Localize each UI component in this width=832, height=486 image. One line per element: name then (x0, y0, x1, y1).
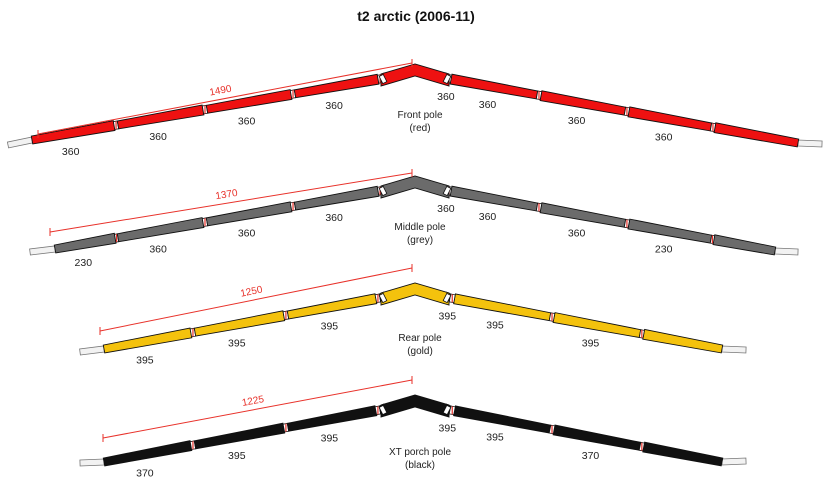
pole-section (453, 405, 552, 434)
pole-0: 360 360 360 360 360 360 360 360 Front pole (red) 1… (6, 59, 823, 158)
pole-section (205, 89, 293, 114)
pole-color-label: (red) (409, 123, 430, 134)
apex-hub (380, 282, 450, 306)
section-length-label: 360 (149, 131, 167, 143)
pole-tip (721, 457, 747, 466)
span-dimension-line (49, 172, 413, 233)
section-length-label: 395 (582, 337, 600, 349)
section-length-label: 360 (479, 99, 497, 111)
pole-section (713, 122, 800, 148)
joint-ferrule (442, 404, 452, 416)
pole-section (453, 293, 552, 322)
section-length-label: 395 (321, 433, 339, 445)
diagram-title: t2 arctic (2006-11) (357, 8, 475, 24)
joint-ferrule (378, 73, 388, 85)
section-length-label: 395 (439, 422, 457, 434)
section-length-label: 395 (486, 432, 504, 444)
section-length-label: 360 (238, 228, 256, 240)
section-length-label: 395 (486, 319, 504, 331)
pole-section (627, 106, 713, 132)
joint-ferrule (378, 292, 388, 304)
section-length-label: 395 (228, 450, 246, 462)
pole-tip (774, 247, 799, 256)
pole-tip (79, 345, 105, 356)
apex-hub (380, 394, 450, 418)
pole-section (712, 234, 777, 256)
pole-section (102, 327, 193, 354)
pole-name-label: Middle pole (394, 222, 446, 233)
pole-section (193, 310, 286, 337)
pole-name-label: XT porch pole (389, 447, 452, 458)
pole-1: 230 360 360 360 360 360 360 230 Middle pole (grey… (29, 169, 799, 269)
pole-section (552, 424, 642, 451)
apex-hub (380, 175, 450, 199)
pole-section (293, 73, 380, 99)
section-length-label: 360 (238, 115, 256, 127)
section-length-label: 360 (655, 131, 673, 143)
pole-name-label: Rear pole (398, 333, 442, 344)
section-length-label: 360 (568, 227, 586, 239)
span-dimension-line (37, 62, 413, 135)
section-length-label: 360 (437, 91, 455, 103)
pole-section (552, 312, 642, 339)
pole-3: 370 395 395 395 395 370 XT porch pole (black) 12… (79, 376, 747, 479)
section-length-label: 360 (149, 244, 167, 256)
span-dimension-line (99, 267, 413, 332)
section-length-label: 230 (655, 243, 673, 255)
joint-ferrule (378, 404, 388, 416)
section-length-label: 360 (568, 115, 586, 127)
span-dimension-label: 1370 (215, 188, 239, 203)
section-length-label: 395 (439, 310, 457, 322)
joint-ferrule (442, 292, 452, 304)
pole-section (286, 405, 378, 432)
pole-section (642, 441, 724, 467)
section-length-label: 395 (136, 354, 154, 366)
pole-tip (29, 245, 56, 256)
pole-section (116, 217, 205, 243)
pole-2: 395 395 395 395 395 395 Rear pole (gold) 1250 (79, 264, 747, 366)
pole-section (449, 185, 539, 212)
section-length-label: 395 (228, 337, 246, 349)
section-length-label: 395 (321, 320, 339, 332)
span-dimension-label: 1225 (241, 394, 265, 409)
pole-tip (721, 345, 747, 354)
span-dimension-label: 1250 (240, 284, 264, 299)
span-dimension-line (102, 379, 413, 439)
pole-section (539, 90, 627, 116)
joint-ferrule (442, 185, 452, 197)
pole-tip (6, 136, 34, 149)
pole-color-label: (grey) (407, 235, 433, 246)
joint-ferrule (442, 73, 452, 85)
pole-section (193, 422, 286, 450)
pole-color-label: (gold) (407, 346, 433, 357)
apex-hub (380, 63, 450, 87)
pole-section (627, 218, 713, 244)
section-length-label: 360 (62, 146, 80, 158)
section-length-label: 370 (582, 450, 600, 462)
section-length-label: 360 (479, 211, 497, 223)
pole-name-label: Front pole (397, 110, 442, 121)
section-length-label: 360 (325, 212, 343, 224)
pole-tip (797, 139, 823, 148)
section-length-label: 370 (136, 467, 154, 479)
section-length-label: 360 (437, 203, 455, 215)
pole-section (30, 120, 116, 145)
pole-section (293, 185, 380, 211)
pole-section (449, 73, 539, 100)
pole-color-label: (black) (405, 460, 435, 471)
pole-section (642, 328, 724, 354)
joint-ferrule (378, 185, 388, 197)
span-dimension-label: 1490 (209, 83, 233, 98)
pole-section (53, 232, 117, 254)
pole-section (205, 201, 293, 227)
pole-section (102, 440, 193, 467)
pole-section (286, 293, 378, 320)
pole-tip (79, 458, 105, 467)
pole-section (539, 202, 627, 228)
section-length-label: 360 (325, 100, 343, 112)
section-length-label: 230 (75, 257, 93, 269)
pole-section (116, 104, 205, 130)
